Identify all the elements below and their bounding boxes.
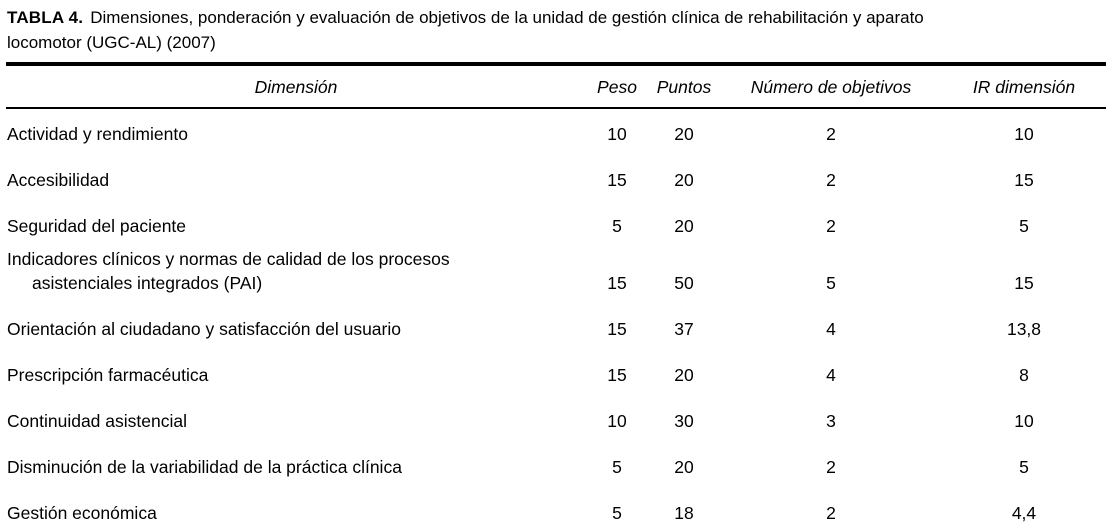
col-header-numero-objetivos: Número de objetivos <box>720 64 942 109</box>
cell-ir-dimension: 13,8 <box>1006 319 1042 339</box>
col-header-dimension: Dimensión <box>6 64 586 109</box>
cell-ir-dimension: 5 <box>1019 216 1029 236</box>
col-header-ir-dimension: IR dimensión <box>942 64 1106 109</box>
table-row: Gestión económica 5 18 2 4,4 <box>6 488 1106 526</box>
cell-dimension: Gestión económica <box>7 503 157 523</box>
cell-ir-dimension: 15 <box>1014 273 1034 293</box>
table-row: Continuidad asistencial 10 30 3 10 <box>6 396 1106 442</box>
cell-puntos: 20 <box>674 124 694 144</box>
table-row: Orientación al ciudadano y satisfacción … <box>6 304 1106 350</box>
cell-dimension: Actividad y rendimiento <box>7 124 188 144</box>
cell-numero-objetivos: 4 <box>826 319 836 339</box>
cell-numero-objetivos: 2 <box>826 457 836 477</box>
cell-numero-objetivos: 2 <box>826 124 836 144</box>
cell-peso: 5 <box>612 216 622 236</box>
cell-numero-objetivos: 5 <box>826 273 836 293</box>
col-header-peso: Peso <box>586 64 648 109</box>
cell-ir-dimension: 5 <box>1019 457 1029 477</box>
cell-dimension: Disminución de la variabilidad de la prá… <box>7 457 402 477</box>
cell-dimension: Indicadores clínicos y normas de calidad… <box>7 249 450 293</box>
cell-numero-objetivos: 4 <box>826 365 836 385</box>
cell-peso: 15 <box>607 319 627 339</box>
cell-ir-dimension: 8 <box>1019 365 1029 385</box>
table-row: Accesibilidad 15 20 2 15 <box>6 155 1106 201</box>
cell-ir-dimension: 10 <box>1014 411 1034 431</box>
cell-ir-dimension: 15 <box>1014 170 1034 190</box>
header-row: Dimensión Peso Puntos Número de objetivo… <box>6 64 1106 109</box>
table-body: Actividad y rendimiento 10 20 2 10 Acces… <box>6 108 1106 526</box>
cell-puntos: 20 <box>674 365 694 385</box>
cell-puntos: 30 <box>674 411 694 431</box>
cell-puntos: 18 <box>674 503 694 523</box>
col-header-puntos: Puntos <box>648 64 720 109</box>
table-row: Indicadores clínicos y normas de calidad… <box>6 247 1106 304</box>
cell-numero-objetivos: 2 <box>826 170 836 190</box>
cell-peso: 15 <box>607 273 627 293</box>
cell-dimension: Seguridad del paciente <box>7 216 187 236</box>
cell-ir-dimension: 4,4 <box>1011 503 1037 523</box>
cell-peso: 15 <box>607 170 627 190</box>
cell-dimension: Continuidad asistencial <box>7 411 187 431</box>
cell-peso: 5 <box>612 503 622 523</box>
cell-puntos: 20 <box>674 170 694 190</box>
cell-peso: 15 <box>607 365 627 385</box>
cell-numero-objetivos: 3 <box>826 411 836 431</box>
cell-peso: 5 <box>612 457 622 477</box>
table-caption-text: Dimensiones, ponderación y evaluación de… <box>7 8 924 52</box>
objectives-table: Dimensión Peso Puntos Número de objetivo… <box>6 62 1106 526</box>
cell-puntos: 20 <box>674 216 694 236</box>
table-row: Actividad y rendimiento 10 20 2 10 <box>6 108 1106 155</box>
cell-puntos: 50 <box>674 273 694 293</box>
cell-dimension: Accesibilidad <box>7 170 110 190</box>
cell-peso: 10 <box>607 411 627 431</box>
cell-peso: 10 <box>607 124 627 144</box>
cell-numero-objetivos: 2 <box>826 216 836 236</box>
table-caption: TABLA 4. Dimensiones, ponderación y evalu… <box>0 0 1112 55</box>
cell-dimension: Prescripción farmacéutica <box>7 365 209 385</box>
table-row: Prescripción farmacéutica 15 20 4 8 <box>6 350 1106 396</box>
cell-dimension: Orientación al ciudadano y satisfacción … <box>7 319 401 339</box>
table-caption-label: TABLA 4. <box>7 8 84 27</box>
cell-ir-dimension: 10 <box>1014 124 1034 144</box>
table-row: Seguridad del paciente 5 20 2 5 <box>6 201 1106 247</box>
cell-puntos: 20 <box>674 457 694 477</box>
cell-puntos: 37 <box>674 319 694 339</box>
table-row: Disminución de la variabilidad de la prá… <box>6 442 1106 488</box>
cell-numero-objetivos: 2 <box>826 503 836 523</box>
